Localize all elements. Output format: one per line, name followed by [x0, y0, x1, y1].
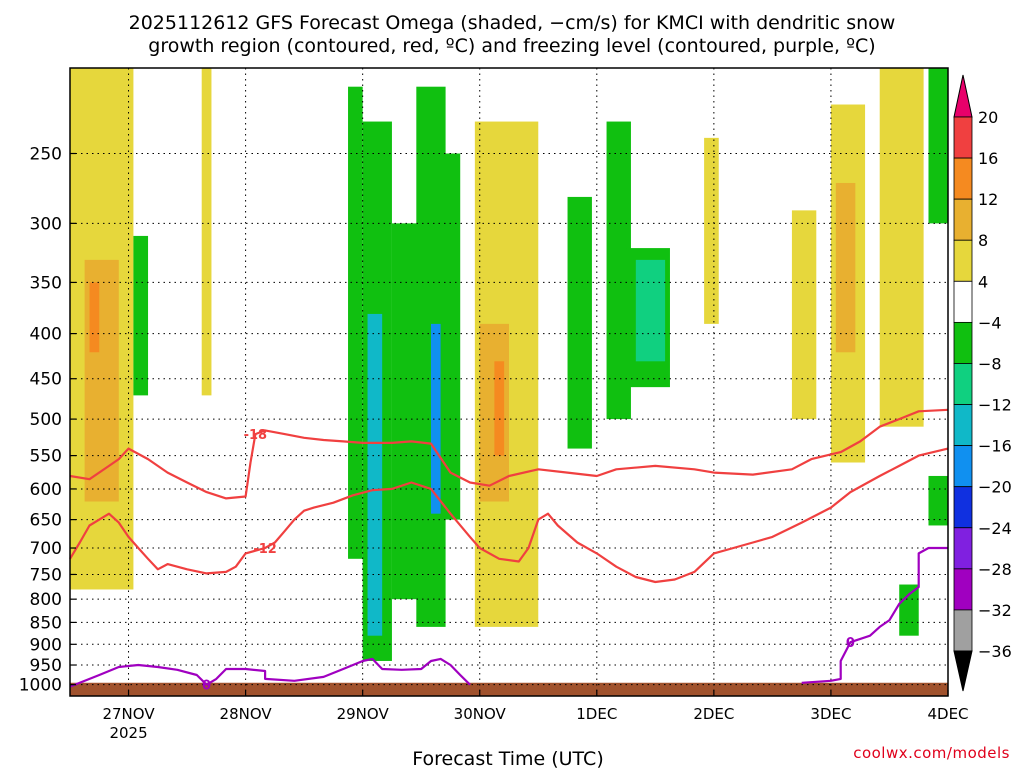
- colorbar-label-0: 20: [978, 108, 998, 127]
- colorbar-label-10: −24: [978, 519, 1012, 538]
- omega-region-11: [440, 153, 461, 520]
- chart-title-line-1: 2025112612 GFS Forecast Omega (shaded, −…: [128, 12, 896, 34]
- colorbar-top-arrow: [953, 74, 973, 118]
- y-tick-label-700: 700: [30, 539, 62, 559]
- x-tick-label-6: 3DEC: [810, 705, 851, 723]
- contour-0: [69, 408, 949, 500]
- y-tick-label-950: 950: [30, 656, 62, 676]
- colorbar-swatch-2: [953, 198, 973, 241]
- x-tick-label-0: 27NOV: [102, 705, 155, 723]
- contour-2: [69, 657, 471, 688]
- source-credit: coolwx.com/models: [853, 744, 1010, 762]
- terrain-fill: [70, 682, 948, 696]
- colorbar-label-12: −32: [978, 601, 1012, 620]
- grid-layer: [70, 68, 949, 696]
- omega-region-18: [635, 259, 666, 362]
- omega-region-2: [89, 282, 100, 353]
- colorbar-label-4: 4: [978, 272, 988, 291]
- contour-3: [801, 546, 948, 684]
- omega-region-23: [879, 68, 924, 427]
- y-tick-label-750: 750: [30, 565, 62, 585]
- omega-region-26: [928, 475, 948, 526]
- x-tick-sublabel-0: 2025: [109, 724, 147, 742]
- omega-shading-layer: [70, 68, 948, 661]
- colorbar-bottom-arrow: [953, 650, 973, 692]
- colorbar-label-1: 16: [978, 149, 998, 168]
- colorbar-swatch-12: [953, 609, 973, 652]
- contour-label-0: -18: [244, 428, 268, 443]
- y-tick-label-800: 800: [30, 590, 62, 610]
- colorbar-swatch-3: [953, 239, 973, 282]
- x-tick-label-5: 2DEC: [693, 705, 734, 723]
- omega-region-5: [348, 86, 363, 559]
- colorbar-label-7: −12: [978, 396, 1012, 415]
- y-tick-label-550: 550: [30, 447, 62, 467]
- plot-frame: [69, 67, 949, 697]
- colorbar-swatch-10: [953, 527, 973, 570]
- chart-title-line-2: growth region (contoured, red, ºC) and f…: [148, 35, 876, 57]
- colorbar-label-3: 8: [978, 231, 988, 250]
- contour-1: [69, 447, 949, 584]
- omega-region-3: [133, 235, 149, 396]
- omega-region-24: [928, 68, 948, 224]
- omega-region-25: [899, 584, 919, 636]
- colorbar-label-13: −36: [978, 642, 1012, 661]
- colorbar-label-5: −4: [978, 313, 1002, 332]
- y-tick-label-400: 400: [30, 325, 62, 345]
- colorbar-label-2: 12: [978, 190, 998, 209]
- omega-region-15: [567, 196, 592, 449]
- terrain-layer: [70, 682, 948, 696]
- x-tick-label-4: 1DEC: [576, 705, 617, 723]
- omega-region-19: [704, 137, 719, 324]
- colorbar-swatch-9: [953, 486, 973, 529]
- omega-region-4: [201, 68, 212, 396]
- y-tick-label-600: 600: [30, 480, 62, 500]
- colorbar-label-11: −28: [978, 560, 1012, 579]
- colorbar-label-8: −16: [978, 437, 1012, 456]
- pressure-axis: 2503003504004505005506006507007508008509…: [19, 144, 76, 696]
- y-tick-label-900: 900: [30, 635, 62, 655]
- omega-region-20: [791, 210, 817, 420]
- y-tick-label-850: 850: [30, 613, 62, 633]
- contour-label-3: 0: [846, 636, 855, 651]
- y-tick-label-500: 500: [30, 410, 62, 430]
- contour-layer: -18 -12 0 0: [69, 408, 949, 694]
- colorbar-swatch-8: [953, 445, 973, 488]
- x-axis-label: Forecast Time (UTC): [412, 748, 603, 768]
- x-tick-label-7: 4DEC: [927, 705, 968, 723]
- omega-region-10: [430, 323, 441, 514]
- omega-region-8: [391, 223, 422, 600]
- colorbar-swatch-11: [953, 568, 973, 611]
- colorbar-swatch-5: [953, 321, 973, 364]
- omega-region-7: [367, 313, 383, 636]
- omega-region-14: [494, 361, 505, 456]
- colorbar-swatch-0: [953, 116, 973, 159]
- x-tick-label-1: 28NOV: [220, 705, 273, 723]
- omega-region-22: [835, 182, 856, 353]
- contour-label-1: -12: [253, 542, 277, 557]
- colorbar-swatch-1: [953, 157, 973, 200]
- y-tick-label-250: 250: [30, 144, 62, 164]
- y-tick-label-300: 300: [30, 214, 62, 234]
- colorbar-label-9: −20: [978, 478, 1012, 497]
- y-tick-label-650: 650: [30, 511, 62, 531]
- colorbar-label-6: −8: [978, 354, 1002, 373]
- colorbar-swatch-6: [953, 363, 973, 405]
- x-tick-label-3: 30NOV: [454, 705, 507, 723]
- contour-label-2: 0: [202, 679, 211, 694]
- y-tick-label-350: 350: [30, 273, 62, 293]
- colorbar-swatch-4: [953, 280, 973, 323]
- x-tick-label-2: 29NOV: [337, 705, 390, 723]
- colorbar-legend: 20 16 12 8 4 −4 −8 −12 −16 −20 −24 −28 −32 −36: [953, 74, 1012, 692]
- colorbar-swatch-7: [953, 404, 973, 447]
- y-tick-label-450: 450: [30, 370, 62, 390]
- y-tick-label-1000: 1000: [19, 676, 62, 696]
